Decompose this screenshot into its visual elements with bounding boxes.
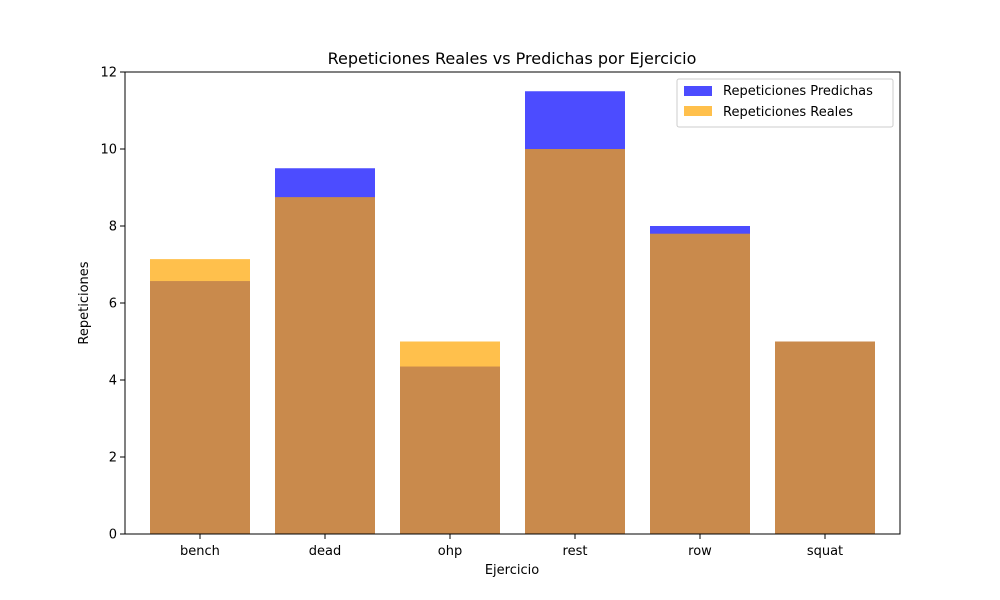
y-axis: 0 2 4 6 8 10 12 [100, 66, 125, 543]
legend-swatch-predichas [684, 86, 712, 96]
y-tick-label: 10 [100, 143, 117, 158]
x-tick-label: bench [180, 544, 220, 559]
bar-reales-row [650, 233, 750, 534]
chart-title: Repeticiones Reales vs Predichas por Eje… [328, 49, 697, 68]
x-tick-label: rest [563, 544, 588, 559]
legend-label-reales: Repeticiones Reales [723, 105, 853, 120]
bar-reales-squat [775, 341, 875, 534]
x-tick-label: ohp [438, 544, 462, 559]
legend: Repeticiones Predichas Repeticiones Real… [676, 78, 894, 128]
y-tick-label: 4 [109, 374, 117, 389]
y-tick-label: 0 [109, 528, 117, 543]
x-tick-label: squat [807, 544, 843, 559]
x-axis: bench dead ohp rest row squat [180, 534, 843, 559]
x-tick-label: row [688, 544, 712, 559]
y-tick-label: 6 [109, 297, 117, 312]
bar-reales-bench [150, 259, 250, 534]
legend-label-predichas: Repeticiones Predichas [723, 84, 873, 99]
x-tick-label: dead [309, 544, 341, 559]
bars-group [150, 91, 875, 534]
bar-reales-dead [275, 197, 375, 534]
bar-reales-ohp [400, 341, 500, 534]
legend-swatch-reales [684, 106, 712, 116]
bar-reales-rest [525, 149, 625, 534]
y-tick-label: 2 [109, 451, 117, 466]
x-axis-label: Ejercicio [485, 563, 539, 578]
y-axis-label: Repeticiones [77, 261, 92, 344]
y-tick-label: 8 [109, 220, 117, 235]
y-tick-label: 12 [100, 66, 117, 81]
legend-box [676, 78, 894, 128]
